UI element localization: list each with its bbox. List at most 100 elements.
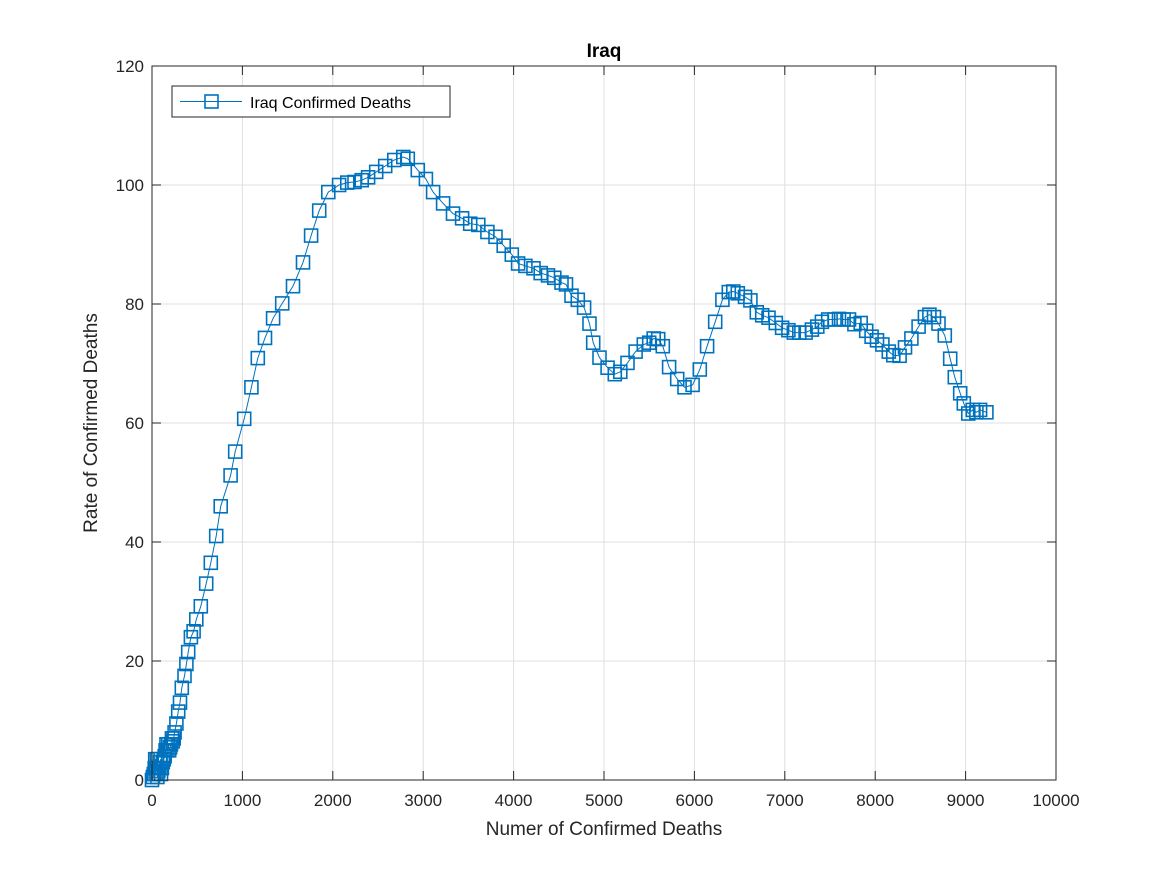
y-axis-label: Rate of Confirmed Deaths (81, 313, 102, 533)
data-point-marker (582, 316, 597, 331)
data-point-marker (692, 362, 708, 377)
data-point-marker (180, 644, 196, 660)
data-point-marker (869, 332, 885, 348)
data-point-marker (303, 228, 319, 243)
data-point-marker (853, 315, 869, 331)
legend: Iraq Confirmed Deaths (171, 85, 451, 118)
series-layer (144, 149, 994, 788)
data-point-marker (518, 258, 533, 274)
x-tick-label: 10000 (1032, 791, 1079, 810)
data-point-marker (685, 377, 700, 393)
x-tick-label: 9000 (947, 791, 985, 810)
x-tick-label: 0 (147, 791, 156, 810)
data-point-marker (960, 406, 976, 421)
data-point-marker (410, 162, 426, 178)
data-point-marker (213, 498, 228, 514)
data-point-marker (285, 278, 301, 294)
y-tick-label: 120 (116, 57, 144, 76)
x-tick-label: 3000 (404, 791, 442, 810)
data-point-marker (922, 307, 937, 323)
data-point-marker (592, 350, 607, 365)
x-tick-label: 1000 (223, 791, 261, 810)
data-point-marker (942, 351, 958, 367)
y-tick-label: 40 (125, 533, 144, 552)
data-point-marker (198, 576, 214, 591)
data-point-marker (462, 216, 478, 231)
x-tick-label: 7000 (766, 791, 804, 810)
data-point-marker (804, 322, 820, 337)
x-tick-label: 5000 (585, 791, 623, 810)
y-tick-label: 20 (125, 652, 144, 671)
data-point-marker (167, 725, 182, 740)
data-point-marker (480, 224, 495, 240)
data-point-marker (496, 238, 512, 253)
data-point-marker (186, 623, 201, 639)
data-point-marker (558, 277, 574, 292)
data-point-marker (223, 468, 238, 483)
data-point-marker (203, 555, 219, 571)
data-point-marker (620, 355, 635, 371)
data-point-marker (331, 177, 347, 193)
data-point-marker (174, 680, 190, 696)
data-point-marker (585, 335, 601, 351)
data-point-marker (749, 304, 765, 320)
data-point-marker (435, 196, 451, 211)
data-point-marker (881, 344, 897, 359)
data-point-marker (177, 668, 192, 684)
data-point-marker (257, 330, 273, 346)
data-point-marker (172, 695, 188, 710)
axis-ticks: 0 1000 2000 3000 4000 5000 6000 7000 8000 9000 100… (116, 57, 1080, 810)
x-tick-label: 4000 (495, 791, 533, 810)
data-point-marker (725, 284, 741, 299)
data-point-marker (244, 379, 259, 395)
y-tick-label: 100 (116, 176, 144, 195)
data-point-marker (454, 211, 470, 226)
data-point-marker (165, 733, 181, 749)
data-point-marker (864, 329, 879, 345)
y-tick-label: 0 (135, 771, 144, 790)
data-point-marker (179, 656, 194, 672)
data-point-marker (236, 411, 252, 427)
legend-series-label: Iraq Confirmed Deaths (250, 95, 411, 112)
data-point-marker (400, 151, 416, 167)
data-point-marker (265, 310, 281, 326)
data-point-marker (655, 338, 671, 354)
data-point-marker (295, 255, 311, 270)
data-point-marker (892, 348, 907, 364)
data-point-marker (395, 149, 411, 165)
data-point-marker (979, 404, 994, 420)
data-point-marker (841, 312, 857, 327)
data-point-marker (554, 275, 569, 290)
x-axis-label: Numer of Confirmed Deaths (486, 819, 723, 840)
data-point-marker (576, 300, 592, 315)
data-point-marker (445, 206, 461, 221)
x-tick-label: 6000 (675, 791, 713, 810)
data-point-marker (661, 359, 677, 375)
data-point-marker (952, 385, 968, 401)
data-point-marker (607, 366, 623, 382)
data-point-marker (510, 256, 526, 271)
y-tick-label: 80 (125, 295, 144, 314)
chart-title: Iraq (587, 41, 622, 62)
data-point-marker (360, 170, 376, 185)
y-tick-label: 60 (125, 414, 144, 433)
legend-series-marker (204, 94, 219, 109)
x-tick-label: 8000 (856, 791, 894, 810)
data-point-marker (677, 379, 692, 395)
data-point-marker (707, 314, 723, 330)
x-tick-label: 2000 (314, 791, 352, 810)
data-point-marker (311, 203, 327, 218)
data-point-marker (488, 229, 503, 245)
data-point-marker (169, 716, 184, 731)
data-point-marker (737, 289, 753, 305)
data-point-marker (937, 328, 953, 343)
data-point-marker (947, 369, 963, 385)
data-point-marker (193, 598, 209, 614)
data-point-marker (250, 350, 266, 366)
data-point-marker (170, 704, 186, 719)
data-point-marker (425, 184, 441, 200)
data-point-marker (699, 338, 715, 354)
data-point-marker (274, 296, 290, 311)
